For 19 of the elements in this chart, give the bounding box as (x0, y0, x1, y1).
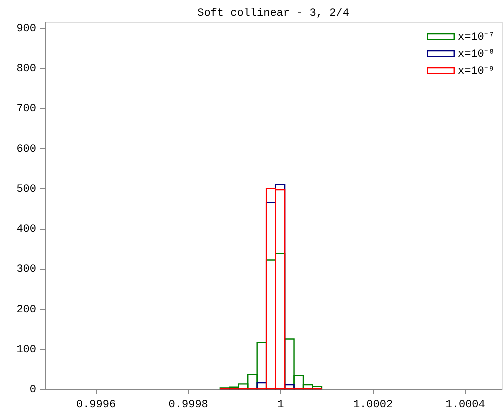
legend-label: x=10⁻⁷ (458, 32, 496, 44)
x-tick-label: 1 (278, 400, 285, 412)
y-tick-label: 400 (16, 224, 36, 236)
chart-title: Soft collinear - 3, 2/4 (198, 8, 350, 20)
y-tick-label: 100 (16, 344, 36, 356)
x-tick-label: 1.0004 (446, 400, 486, 412)
x-tick-label: 0.9998 (168, 400, 208, 412)
y-tick-label: 800 (16, 64, 36, 76)
y-tick-label: 300 (16, 264, 36, 276)
legend-label: x=10⁻⁹ (458, 66, 496, 78)
legend-label: x=10⁻⁸ (458, 49, 496, 61)
x-tick-label: 0.9996 (76, 400, 116, 412)
y-tick-label: 600 (16, 144, 36, 156)
y-tick-label: 900 (16, 24, 36, 36)
y-tick-label: 200 (16, 304, 36, 316)
x-tick-label: 1.0002 (353, 400, 394, 412)
y-tick-label: 500 (16, 184, 36, 196)
y-tick-label: 0 (30, 384, 36, 396)
y-tick-label: 700 (16, 104, 36, 116)
